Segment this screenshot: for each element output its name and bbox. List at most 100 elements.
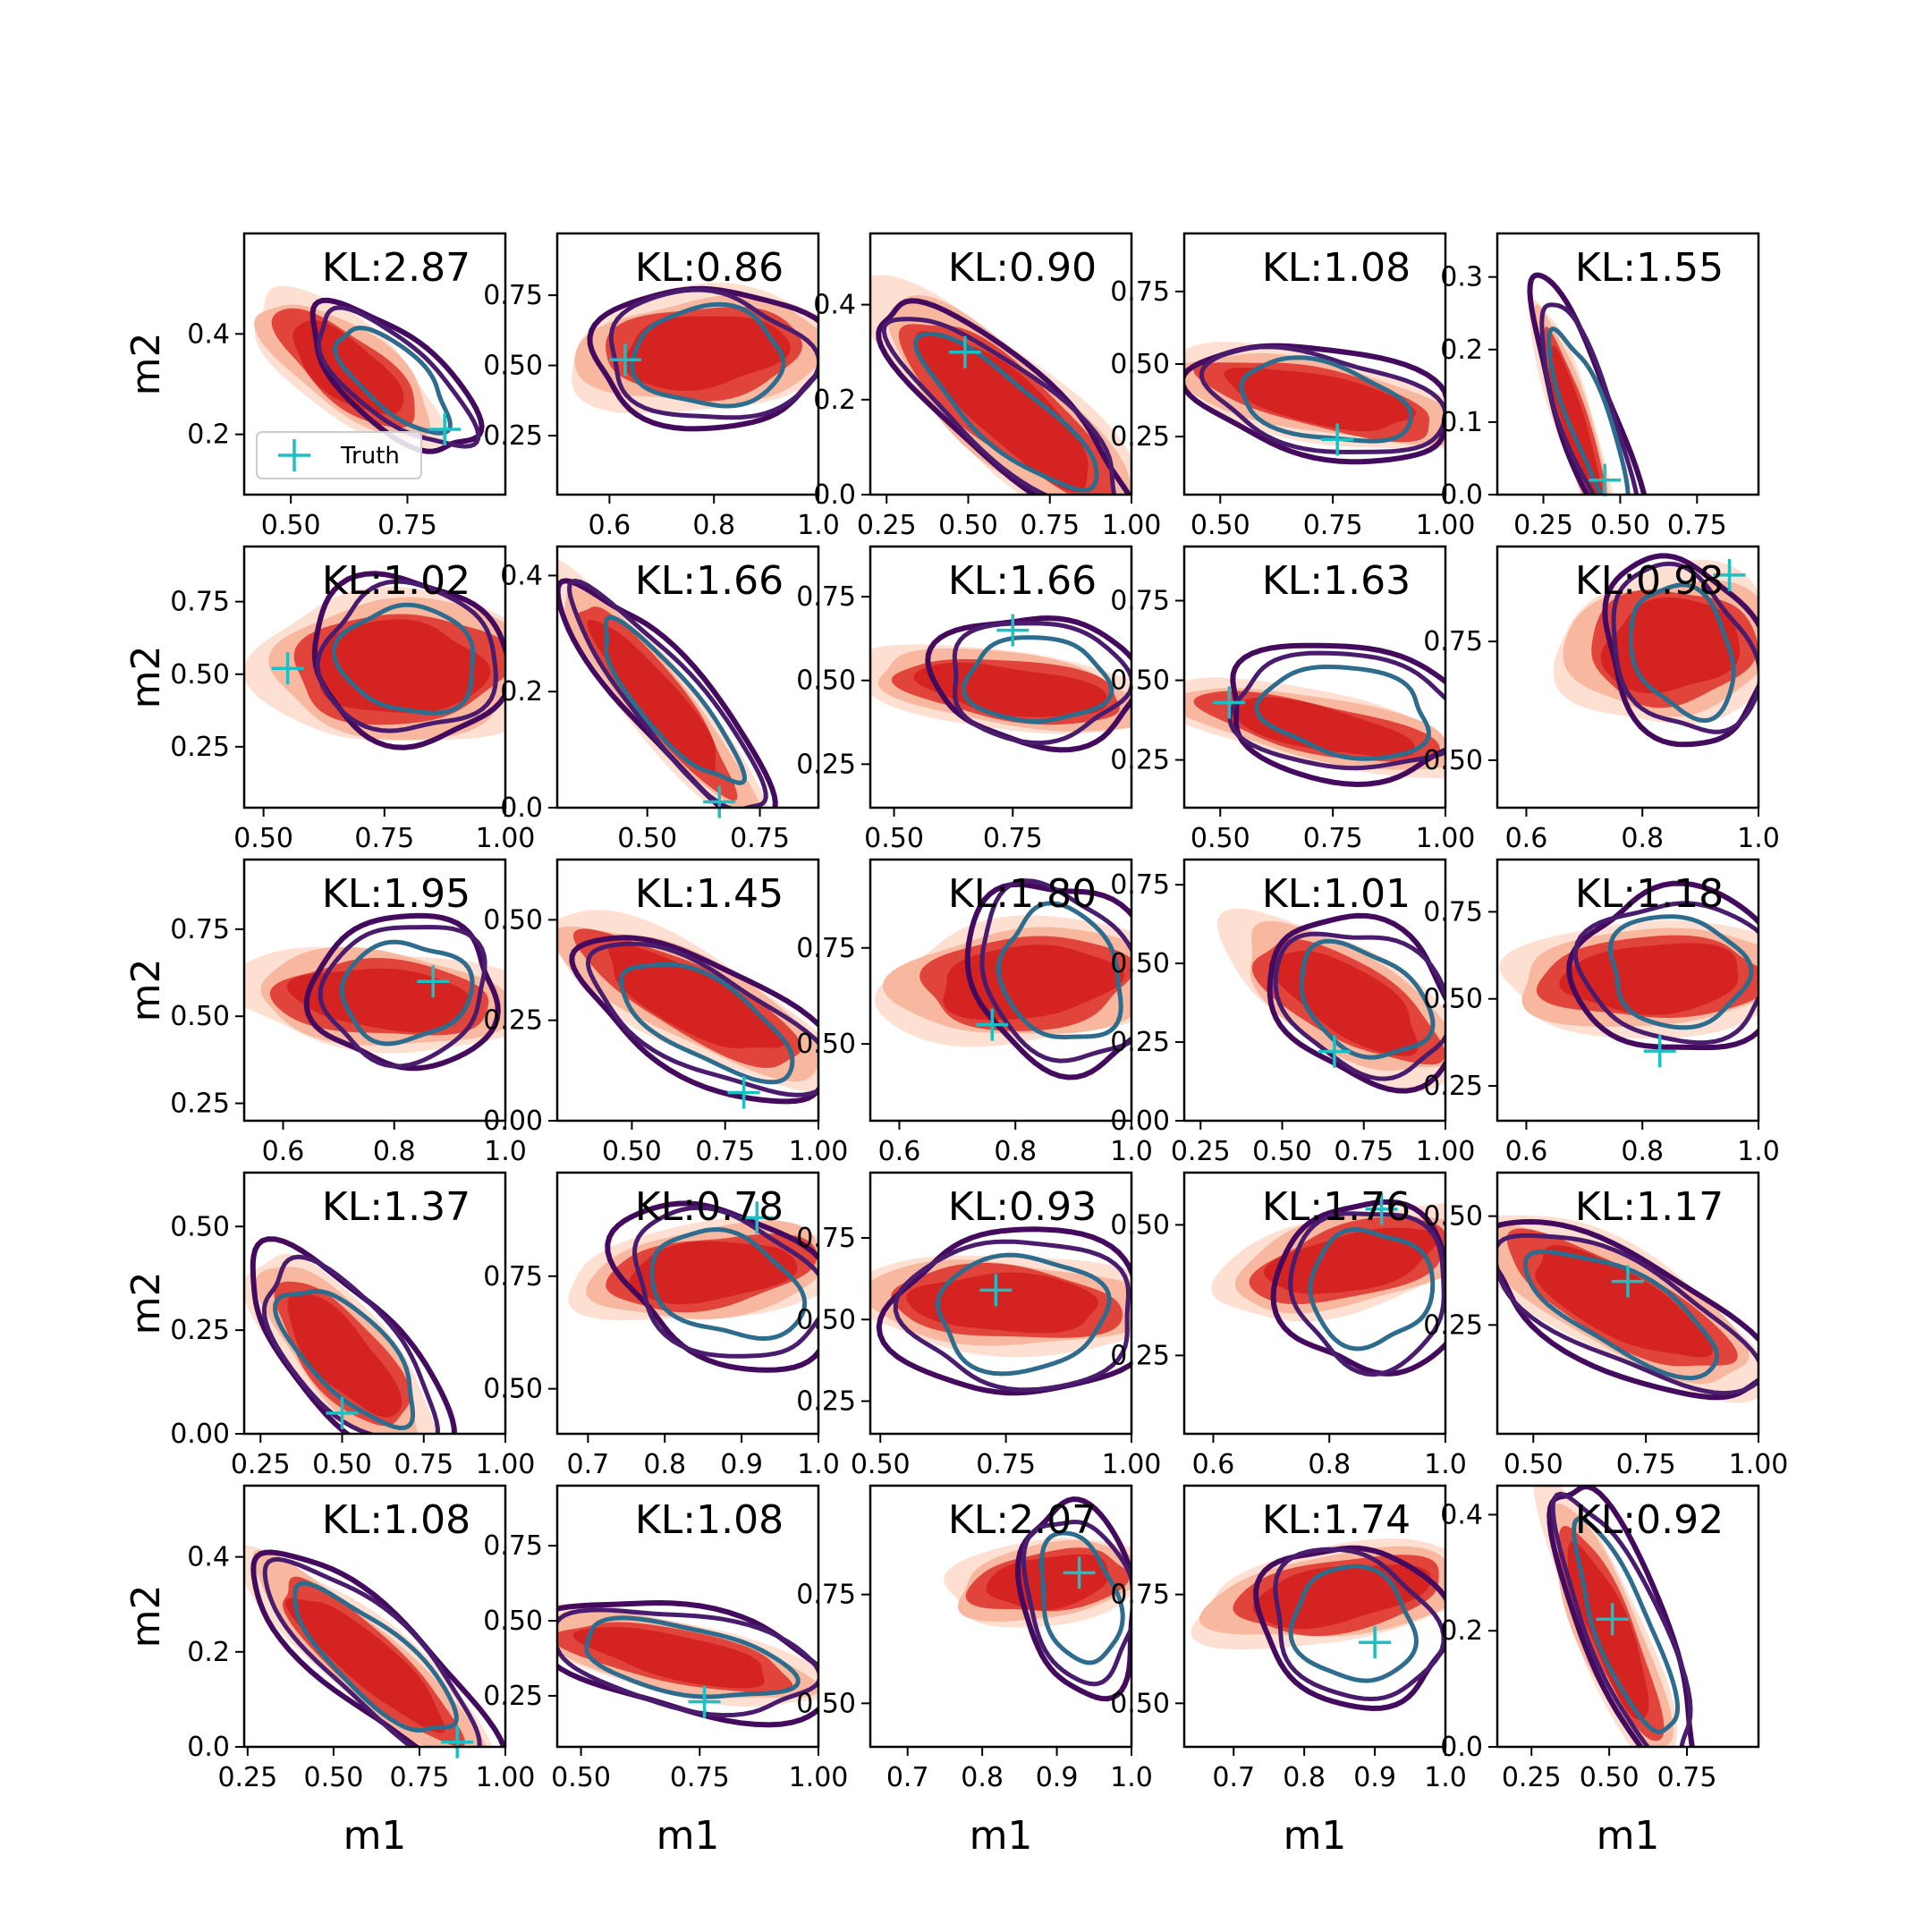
contour-line-inner <box>618 962 795 1085</box>
plot-area <box>1499 880 1758 1051</box>
kl-label: KL:1.80 <box>948 871 1097 917</box>
density-fill-core <box>1559 943 1739 1015</box>
subplot-frame <box>242 545 507 809</box>
contour-line-outer <box>587 285 818 432</box>
x-tick-label: 0.8 <box>1621 823 1664 854</box>
y-tick-label: 0.75 <box>796 933 856 964</box>
y-tick-label: 0.4 <box>500 560 543 591</box>
plot-area <box>244 1236 458 1434</box>
y-tick-label: 0.50 <box>483 351 543 382</box>
y-tick-label: 0.75 <box>796 1223 856 1254</box>
truth-marker <box>326 1396 359 1429</box>
truth-marker <box>1589 463 1622 496</box>
subplot-20: 0.50 0.75 1.00 0.25 0.50 KL:1.17 <box>1423 1171 1788 1480</box>
x-tick-label: 0.25 <box>231 1449 291 1480</box>
y-tick-label: 0.2 <box>500 676 543 708</box>
y-tick-label: 0.00 <box>170 1419 230 1450</box>
truth-marker <box>1713 558 1746 591</box>
contour-line-outer <box>569 935 818 1105</box>
kl-label: KL:1.74 <box>1262 1497 1411 1543</box>
y-tick-label: 0.75 <box>796 581 856 613</box>
y-tick-label: 0.2 <box>1440 1615 1483 1647</box>
x-tick-label: 0.50 <box>864 823 924 854</box>
x-tick-label: 0.8 <box>1621 1136 1664 1167</box>
x-tick-label: 0.75 <box>670 1762 730 1793</box>
plot-area <box>1191 1538 1445 1712</box>
subplot-frame <box>869 858 1133 1123</box>
contour-line-inner <box>1628 582 1736 724</box>
x-tick-label: 0.50 <box>551 1762 611 1793</box>
subplot-frame <box>869 1171 1133 1436</box>
subplot-4: 0.50 0.75 1.00 0.25 0.50 0.75 KL:1.08 <box>1110 232 1475 541</box>
contour-line-inner <box>1288 1563 1419 1683</box>
density-fill-core <box>1264 1227 1438 1294</box>
subplot-2: 0.6 0.8 1.0 0.25 0.50 0.75 KL:0.86 <box>483 232 840 541</box>
kl-label: KL:1.01 <box>1262 871 1411 917</box>
contour-line-inner <box>912 331 1099 493</box>
contour-line-inner <box>1308 1227 1436 1352</box>
x-tick-label: 1.00 <box>1416 1136 1476 1167</box>
kl-label: KL:0.78 <box>635 1184 784 1230</box>
y-tick-label: 0.0 <box>813 479 856 511</box>
truth-marker <box>979 1274 1013 1307</box>
contour-line-inner <box>1546 326 1631 495</box>
y-tick-label: 0.25 <box>796 749 856 780</box>
y-tick-label: 0.0 <box>500 792 543 824</box>
y-tick-label: 0.50 <box>796 1688 856 1719</box>
legend-box <box>256 431 422 479</box>
plot-area <box>870 1226 1131 1396</box>
subplot-frame <box>1496 545 1760 809</box>
subplot-frame <box>1182 858 1447 1123</box>
subplot-frame <box>555 1484 820 1749</box>
truth-marker <box>1063 1556 1096 1589</box>
x-tick-label: 1.0 <box>1424 1762 1467 1793</box>
y-tick-label: 0.50 <box>796 1304 856 1335</box>
x-tick-label: 0.8 <box>994 1136 1037 1167</box>
subplot-13: 0.6 0.8 1.0 0.50 0.75 KL:1.80 <box>796 858 1153 1167</box>
kl-label: KL:0.98 <box>1575 558 1724 604</box>
density-fill-core <box>629 1241 798 1305</box>
y-tick-label: 0.25 <box>796 1386 856 1418</box>
x-tick-label: 1.0 <box>797 510 840 541</box>
contour-line-outer <box>1014 1496 1131 1702</box>
x-tick-label: 0.8 <box>1308 1449 1351 1480</box>
y-tick-label: 0.2 <box>1440 335 1483 366</box>
truth-marker <box>688 1685 721 1718</box>
y-tick-label: 0.50 <box>1110 665 1170 697</box>
y-axis-label: m2 <box>123 646 169 709</box>
x-tick-label: 1.0 <box>1424 1449 1467 1480</box>
y-tick-label: 0.25 <box>1110 1340 1170 1371</box>
density-fill-core <box>285 1597 445 1733</box>
x-tick-label: 0.75 <box>976 1449 1036 1480</box>
contour-line-inner <box>272 1289 415 1430</box>
y-tick-label: 0.4 <box>813 290 856 321</box>
y-tick-label: 0.25 <box>170 732 230 763</box>
contour-line-outer <box>1497 1218 1758 1401</box>
density-fill-core <box>319 619 491 714</box>
contour-line-mid <box>1199 344 1445 454</box>
x-tick-label: 0.50 <box>1580 1762 1640 1793</box>
plot-area <box>1497 1215 1758 1403</box>
x-tick-label: 0.75 <box>390 1762 450 1793</box>
x-tick-label: 0.6 <box>1505 1136 1548 1167</box>
plot-area <box>568 1200 818 1373</box>
x-tick-label: 0.50 <box>851 1449 911 1480</box>
contour-line-mid <box>557 1607 818 1718</box>
x-tick-label: 0.6 <box>589 510 631 541</box>
x-tick-label: 0.50 <box>1191 510 1250 541</box>
contour-line-outer <box>1527 272 1648 495</box>
x-tick-label: 0.75 <box>354 823 414 854</box>
y-tick-label: 0.2 <box>813 385 856 416</box>
plot-area <box>1211 1199 1445 1377</box>
legend-label: Truth <box>340 443 400 470</box>
x-tick-label: 0.6 <box>1505 823 1548 854</box>
x-tick-label: 0.50 <box>1590 510 1650 541</box>
kl-label: KL:1.17 <box>1575 1184 1724 1230</box>
x-tick-label: 1.00 <box>1102 1449 1162 1480</box>
y-tick-label: 0.50 <box>1110 349 1170 380</box>
subplot-frame <box>242 1171 507 1436</box>
subplot-frame <box>1182 1171 1447 1436</box>
subplot-frame <box>1496 1484 1760 1749</box>
